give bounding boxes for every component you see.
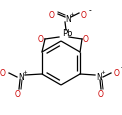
Text: O: O [38,34,44,43]
Text: +: + [70,12,74,17]
Text: O: O [114,68,120,77]
Text: N: N [18,72,24,81]
Text: O: O [0,68,6,77]
Text: -: - [89,6,91,15]
Text: N: N [96,72,102,81]
Text: O: O [15,90,21,99]
Text: O: O [81,10,87,19]
Text: N: N [65,14,71,23]
Text: O: O [98,90,104,99]
Text: O: O [49,10,55,19]
Text: +: + [101,70,105,75]
Text: O: O [83,34,89,43]
Text: -: - [121,63,122,72]
Text: +: + [23,70,27,75]
Text: Pb: Pb [62,29,72,38]
